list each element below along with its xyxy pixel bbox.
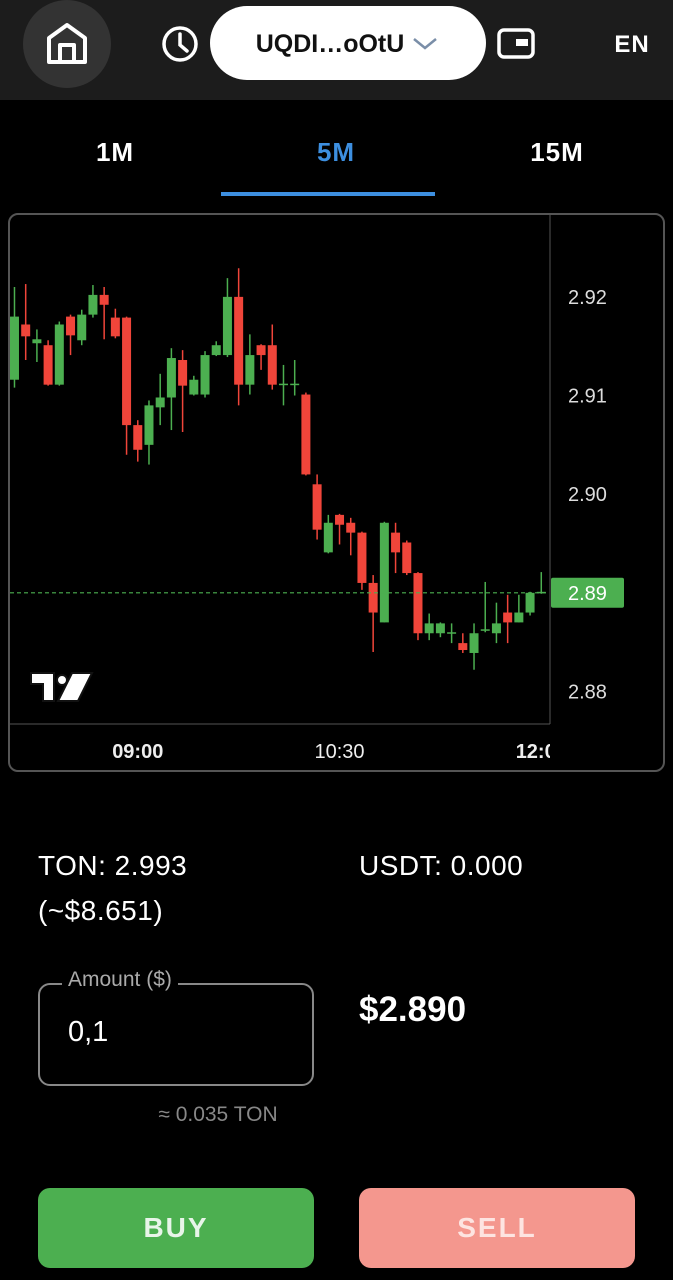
amount-label: Amount ($) [62, 968, 178, 992]
candle-body [278, 383, 288, 386]
candle-body [480, 629, 490, 631]
candle-body [122, 317, 132, 426]
history-button[interactable] [162, 26, 198, 62]
candle-body [234, 296, 244, 385]
tradingview-logo [30, 672, 94, 702]
candle-body [525, 592, 535, 613]
x-tick-label: 09:00 [112, 741, 163, 763]
candle-body [99, 294, 109, 305]
header: UQDI…oOtU EN [0, 0, 673, 100]
candle-body [458, 643, 468, 651]
candle-body [77, 314, 87, 341]
x-tick-label: 10:30 [314, 741, 364, 763]
candle-body [222, 296, 232, 356]
last-price-badge [551, 577, 624, 608]
y-tick-label: 2.90 [568, 484, 607, 506]
candle-body [514, 612, 524, 623]
y-tick-label: 2.92 [568, 287, 607, 309]
candle-body [357, 532, 367, 583]
candle-body [88, 294, 98, 315]
amount-value: 0,1 [68, 1016, 109, 1048]
ton-usd-value: (~$8.651) [38, 895, 164, 926]
candle-body [491, 623, 501, 634]
usdt-balance: USDT: 0.000 [359, 850, 524, 881]
timeframe-tab[interactable]: 5M [316, 137, 356, 167]
candle-body [54, 324, 64, 385]
candle-body [21, 324, 31, 337]
candle-body [110, 317, 120, 337]
candle-body [144, 405, 154, 445]
amount-hint: ≈ 0.035 TON [158, 1103, 278, 1126]
candle-body [391, 532, 401, 553]
candle-body [267, 345, 277, 385]
home-button[interactable] [23, 0, 111, 88]
candle-body [189, 379, 199, 395]
candle-body [503, 612, 513, 623]
buy-button[interactable]: BUY [38, 1188, 314, 1268]
chevron [413, 38, 437, 50]
candle-body [346, 522, 356, 533]
language-button[interactable]: EN [614, 31, 649, 58]
candle-body [166, 358, 176, 398]
current-price: $2.890 [359, 990, 467, 1029]
timeframe-tab[interactable]: 1M [95, 137, 135, 167]
x-tick-label: 12:00 [516, 741, 567, 763]
candle-body [245, 355, 255, 385]
candle-body [155, 397, 165, 408]
candle-body [10, 316, 19, 380]
candle-body [323, 522, 333, 553]
last-price-label: 2.89 [568, 583, 607, 605]
header-icons: UQDI…oOtU EN [23, 0, 649, 88]
candle-body [469, 633, 479, 653]
y-tick-label: 2.91 [568, 386, 607, 408]
candle-body [424, 623, 434, 634]
wallet-address: UQDI…oOtU [256, 30, 405, 58]
timeframe-tab[interactable]: 15M [530, 137, 584, 167]
active-tab-indicator [221, 192, 435, 196]
candle-body [256, 345, 266, 356]
sell-button[interactable]: SELL [359, 1188, 635, 1268]
candle-body [43, 345, 53, 385]
candle-body [301, 394, 311, 475]
candle-body [402, 542, 412, 574]
wallet-button[interactable] [497, 28, 535, 59]
candle-body [536, 591, 546, 594]
ton-balance: TON: 2.993 [38, 850, 188, 881]
candle-body [211, 345, 221, 356]
candle-body [447, 632, 457, 634]
candle-body [413, 573, 423, 634]
candle-body [32, 339, 42, 344]
candle-body [335, 514, 345, 525]
candle-body [379, 522, 389, 623]
candle-body [133, 425, 143, 450]
y-tick-label: 2.88 [568, 681, 607, 703]
candle-body [66, 316, 76, 336]
candle-body [178, 360, 188, 386]
candle-body [368, 582, 378, 613]
candle-body [200, 355, 210, 395]
candle-body [290, 383, 300, 386]
candle-body [312, 484, 322, 530]
address-pill[interactable] [210, 6, 486, 80]
candle-body [435, 623, 445, 634]
